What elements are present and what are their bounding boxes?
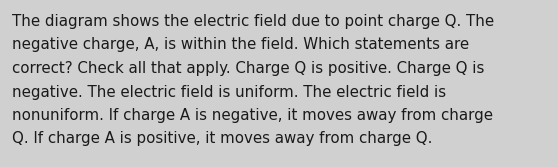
Text: negative charge, A, is within the field. Which statements are: negative charge, A, is within the field.…	[12, 38, 469, 52]
Text: Q. If charge A is positive, it moves away from charge Q.: Q. If charge A is positive, it moves awa…	[12, 131, 432, 146]
Text: The diagram shows the electric field due to point charge Q. The: The diagram shows the electric field due…	[12, 14, 494, 29]
Text: correct? Check all that apply. Charge Q is positive. Charge Q is: correct? Check all that apply. Charge Q …	[12, 61, 484, 76]
Text: negative. The electric field is uniform. The electric field is: negative. The electric field is uniform.…	[12, 85, 446, 100]
Text: nonuniform. If charge A is negative, it moves away from charge: nonuniform. If charge A is negative, it …	[12, 108, 493, 123]
